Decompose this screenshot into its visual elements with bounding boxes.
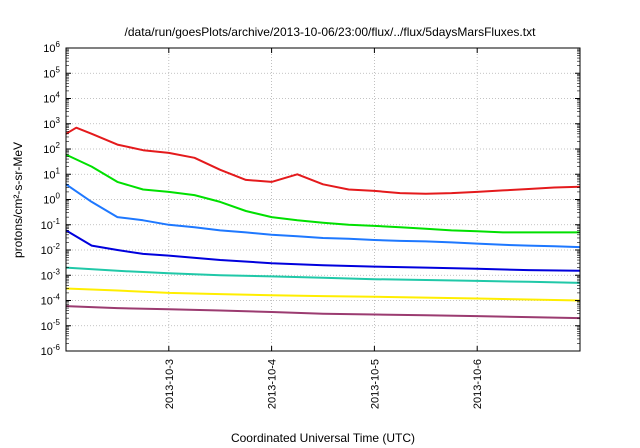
series-line-4 [65,229,581,272]
y-axis-ticks: 106 105 104 103 102 101 100 10-1 10-2 10-3 10-4 10-… [41,40,580,358]
x-axis-ticks: 2013-10-3 2013-10-4 2013-10-5 2013-10-6 [164,48,484,409]
x-tick-label: 2013-10-4 [267,359,279,409]
y-tick-label: 10-1 [41,217,61,232]
y-tick-label: 10-5 [41,318,61,333]
chart-title: /data/run/goesPlots/archive/2013-10-06/2… [125,25,537,39]
y-tick-label: 10-6 [41,343,61,358]
series-line-6 [65,287,581,302]
grid-lines [66,48,580,351]
series-line-5 [65,266,581,284]
y-tick-label: 10-2 [41,242,61,257]
series-line-3 [65,183,581,249]
x-tick-label: 2013-10-3 [164,359,176,409]
series-layer [65,126,581,320]
y-tick-label: 103 [43,116,60,131]
x-axis-label: Coordinated Universal Time (UTC) [231,431,415,445]
y-axis-label: protons/cm²-s-sr-MeV [11,142,25,258]
series-line-7 [65,305,581,320]
x-tick-label: 2013-10-5 [369,359,381,409]
y-tick-label: 10-4 [41,293,61,308]
series-line-1 [65,126,581,195]
series-line-2 [65,153,580,234]
y-tick-label: 10-3 [41,267,61,282]
y-tick-label: 105 [43,65,60,80]
y-tick-label: 106 [43,40,60,55]
y-tick-label: 100 [43,192,60,207]
x-tick-label: 2013-10-6 [472,359,484,409]
y-tick-label: 102 [43,141,60,156]
y-tick-label: 101 [43,166,60,181]
plot-frame [65,47,581,352]
y-tick-label: 104 [43,91,60,106]
